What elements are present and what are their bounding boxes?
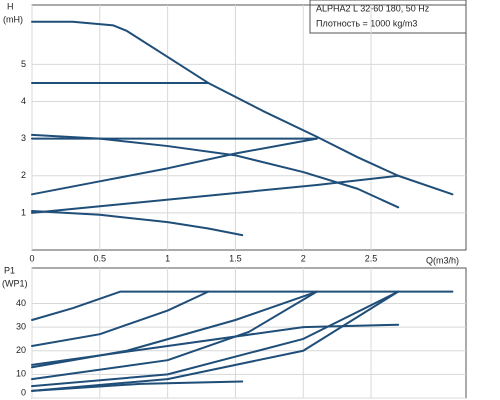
x-tick-label: 0.5 bbox=[94, 253, 107, 263]
x-axis-label: Q(m3/h) bbox=[426, 255, 459, 265]
curve bbox=[31, 290, 210, 347]
y-tick-label: 5 bbox=[21, 59, 26, 69]
x-tick-label: 1 bbox=[165, 253, 170, 263]
y-tick-label: 40 bbox=[16, 298, 26, 308]
curve bbox=[31, 290, 318, 381]
y-axis-label: P1 bbox=[4, 265, 15, 275]
y-tick-label: 0 bbox=[21, 387, 26, 397]
y-axis-unit: (WP1) bbox=[2, 278, 28, 288]
y-axis-label: H bbox=[7, 1, 14, 11]
y-tick-label: 20 bbox=[16, 345, 26, 355]
y-tick-label: 3 bbox=[21, 133, 26, 143]
curve bbox=[31, 137, 318, 196]
curve bbox=[31, 133, 400, 209]
curve bbox=[31, 20, 454, 196]
chart-title: ALPHA2 L 32-60 180, 50 Hz bbox=[316, 3, 430, 13]
curve bbox=[31, 380, 244, 392]
x-tick-label: 1.5 bbox=[229, 253, 242, 263]
y-tick-label: 4 bbox=[21, 96, 26, 106]
y-axis-unit: (mH) bbox=[3, 14, 23, 24]
curve bbox=[31, 174, 400, 214]
curve bbox=[31, 210, 244, 237]
x-tick-label: 2.5 bbox=[365, 253, 378, 263]
y-tick-label: 2 bbox=[21, 170, 26, 180]
x-tick-label: 0 bbox=[29, 253, 34, 263]
chart-subtitle: Плотность = 1000 kg/m3 bbox=[316, 18, 417, 28]
y-tick-label: 30 bbox=[16, 321, 26, 331]
plot-frame bbox=[31, 267, 467, 399]
curve bbox=[31, 290, 400, 388]
curve bbox=[31, 290, 454, 321]
curve bbox=[31, 290, 400, 392]
y-tick-label: 1 bbox=[21, 207, 26, 217]
curve bbox=[31, 323, 400, 366]
x-tick-label: 2 bbox=[301, 253, 306, 263]
y-tick-label: 10 bbox=[16, 369, 26, 379]
